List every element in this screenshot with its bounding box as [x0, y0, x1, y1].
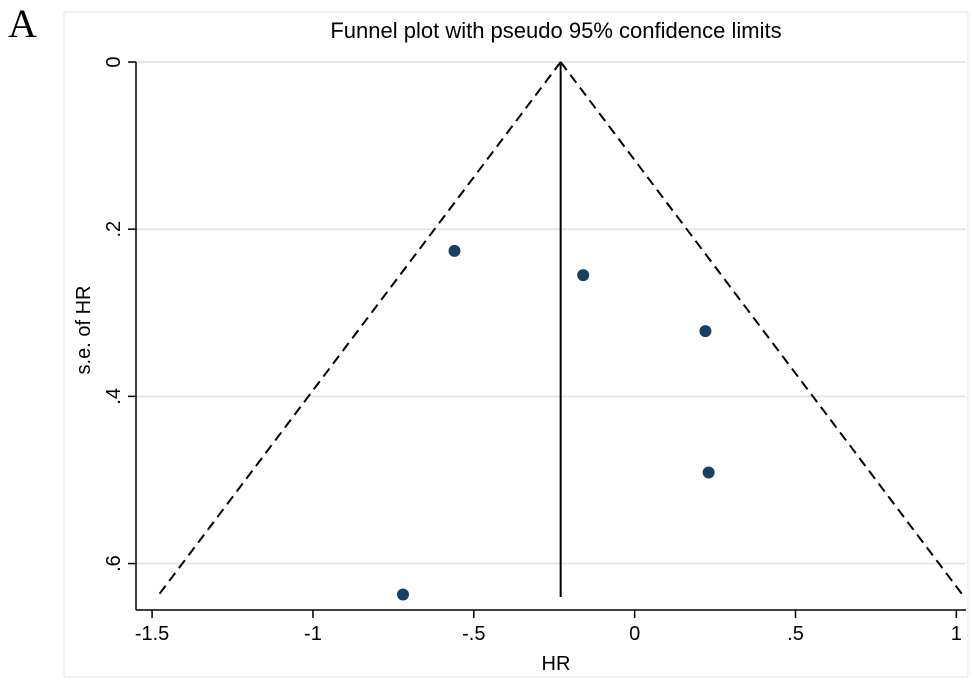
- x-axis-label: HR: [542, 653, 571, 675]
- y-axis-label: s.e. of HR: [73, 286, 95, 375]
- x-tick-label-5: 1: [951, 623, 962, 645]
- tick-labels: 0 .2 .4 .6 -1.5 -1 -.5 0 .5 1: [103, 56, 962, 645]
- x-tick-label-3: 0: [629, 623, 640, 645]
- data-point-2: [699, 325, 712, 338]
- x-tick-label-0: -1.5: [135, 623, 169, 645]
- x-tick-label-2: -.5: [462, 623, 485, 645]
- plot-region-border: [63, 11, 969, 678]
- y-tick-label-1: .2: [103, 221, 125, 238]
- data-point-4: [397, 588, 410, 601]
- x-tick-label-1: -1: [304, 623, 322, 645]
- x-tick-label-4: .5: [787, 623, 804, 645]
- chart-title: Funnel plot with pseudo 95% confidence l…: [330, 18, 781, 43]
- data-point-1: [577, 269, 590, 282]
- y-tick-label-3: .6: [103, 555, 125, 572]
- data-point-3: [702, 466, 715, 479]
- data-point-0: [448, 244, 461, 257]
- grid-lines: [136, 61, 966, 565]
- funnel-lines: [156, 61, 965, 598]
- y-tick-label-0: 0: [103, 56, 125, 67]
- panel-letter: A: [8, 1, 37, 46]
- axes: [128, 61, 966, 618]
- y-tick-label-2: .4: [103, 388, 125, 405]
- data-points: [397, 244, 715, 601]
